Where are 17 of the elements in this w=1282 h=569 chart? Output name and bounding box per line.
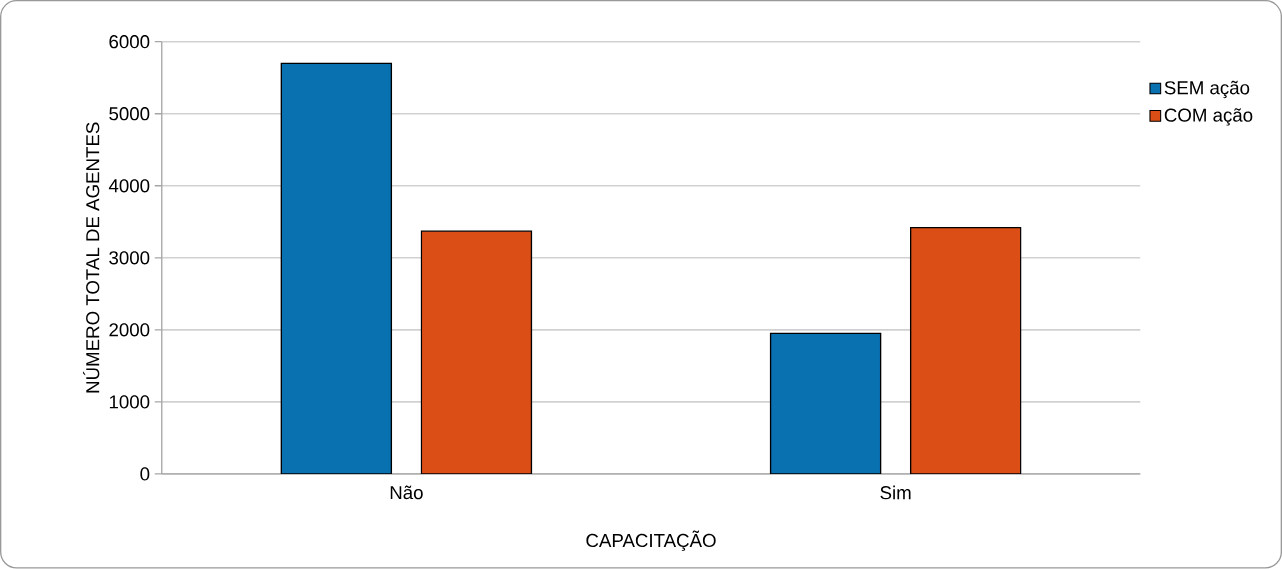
y-tick-label: 5000 bbox=[109, 107, 150, 121]
y-tick-label: 6000 bbox=[109, 35, 150, 49]
y-tick-label: 2000 bbox=[109, 323, 150, 337]
bar bbox=[909, 227, 1022, 475]
y-tick-label: 1000 bbox=[109, 395, 150, 409]
bar bbox=[420, 230, 533, 475]
x-axis-title: CAPACITAÇÃO bbox=[586, 530, 716, 552]
y-axis-title: NÚMERO TOTAL DE AGENTES bbox=[82, 122, 100, 393]
y-tick-label: 0 bbox=[140, 467, 150, 481]
y-tick-label: 4000 bbox=[108, 179, 150, 193]
legend-label: COM ação bbox=[1164, 108, 1253, 126]
x-tick-label: Não bbox=[390, 485, 423, 500]
y-tick-label: 3000 bbox=[109, 251, 150, 265]
bar bbox=[280, 62, 393, 475]
x-tick-label: Sim bbox=[880, 485, 911, 500]
legend-label: SEM ação bbox=[1164, 80, 1250, 99]
bar bbox=[769, 332, 882, 475]
